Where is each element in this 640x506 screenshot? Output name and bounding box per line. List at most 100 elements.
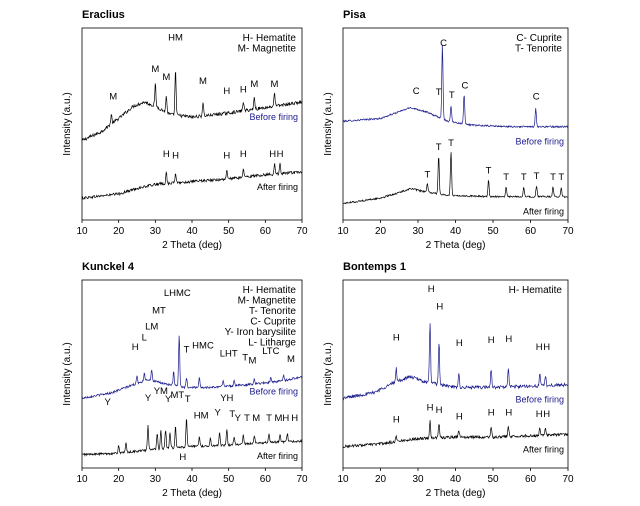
- peak-label: H: [179, 452, 186, 463]
- x-axis-label: 2 Theta (deg): [162, 488, 222, 499]
- peak-label: H: [428, 284, 435, 295]
- x-tick-label: 30: [412, 474, 424, 485]
- x-tick-label: 50: [223, 226, 235, 237]
- series-line-before-firing: [343, 323, 568, 399]
- y-axis-label: Intensity (a.u.): [62, 92, 73, 155]
- peak-label: T: [184, 345, 190, 356]
- peak-label: Y: [145, 393, 152, 404]
- x-tick-label: 40: [450, 474, 462, 485]
- peak-label: MT: [170, 390, 184, 401]
- series-label-after-firing: After firing: [523, 444, 564, 454]
- series-label-before-firing: Before firing: [249, 387, 298, 397]
- peak-label: Y: [235, 413, 242, 424]
- figure: Eraclius 10 20 30 40 50 60 70 2 Theta (deg) Inten…: [0, 0, 640, 506]
- peak-label: T: [534, 171, 540, 182]
- x-axis-label: 2 Theta (deg): [426, 488, 486, 499]
- x-tick-label: 70: [296, 226, 308, 237]
- plot-frame: [343, 280, 568, 468]
- legend-entry: H- Hematite: [243, 33, 297, 44]
- peak-label: H: [543, 342, 550, 353]
- peak-label: H: [456, 412, 463, 423]
- peak-label: H: [427, 402, 434, 413]
- peak-label: H: [536, 342, 543, 353]
- legend-entry: Y- Iron barysilite: [225, 327, 297, 338]
- panel-eraclius: Eraclius10 20 30 40 50 60 702 Theta (deg)Inten…: [62, 9, 308, 251]
- series-label-after-firing: After firing: [257, 451, 298, 461]
- peak-label: M: [151, 64, 159, 75]
- x-tick-label: 40: [450, 226, 462, 237]
- peak-label: H: [163, 149, 170, 160]
- series-line-before-firing: [82, 72, 302, 140]
- series-label-after-firing: After firing: [523, 207, 564, 217]
- peak-label: T: [185, 394, 191, 405]
- peak-label: T: [436, 142, 442, 153]
- x-tick-label: 20: [375, 474, 387, 485]
- peak-label: H: [172, 150, 179, 161]
- x-tick-label: 30: [150, 474, 162, 485]
- peak-label: HM: [168, 32, 183, 43]
- panel-bontemps-1: Bontemps 1 10 20 30 40 50 60 70 2 Theta (deg) Int…: [323, 261, 574, 499]
- peak-label: H: [291, 413, 298, 424]
- peak-label: C: [413, 86, 420, 97]
- x-tick-label: 50: [487, 226, 499, 237]
- peak-label: H: [505, 334, 512, 345]
- peak-label: H: [436, 302, 443, 313]
- series-label-before-firing: Before firing: [249, 112, 298, 122]
- peak-label: C: [533, 91, 540, 102]
- x-tick-label: 70: [562, 474, 574, 485]
- peak-label: T: [558, 172, 564, 183]
- x-tick-label: 20: [113, 474, 125, 485]
- x-tick-label: 10: [76, 226, 88, 237]
- peak-label: H: [543, 409, 550, 420]
- x-tick-label: 30: [412, 226, 424, 237]
- x-tick-label: 70: [296, 474, 308, 485]
- peak-label: C: [461, 80, 468, 91]
- peak-label: H: [505, 408, 512, 419]
- peak-label: M: [287, 354, 295, 365]
- x-tick-label: 30: [150, 226, 162, 237]
- panel-title: Kunckel 4: [82, 261, 135, 273]
- y-axis-label: Intensity (a.u.): [62, 342, 73, 405]
- series-line-after-firing: [82, 420, 302, 456]
- series-line-before-firing: [343, 45, 568, 128]
- peak-label: M: [252, 413, 260, 424]
- peak-label: H: [269, 149, 276, 160]
- legend-entry: H- Hematite: [509, 285, 563, 296]
- peak-label: Y: [214, 408, 221, 419]
- peak-label: LHT: [220, 349, 238, 360]
- legend-entry: M- Magnetite: [238, 44, 297, 55]
- panel-title: Pisa: [343, 9, 367, 21]
- x-tick-label: 40: [186, 474, 198, 485]
- peak-label: H: [456, 338, 463, 349]
- peak-label: M: [199, 76, 207, 87]
- series-label-after-firing: After firing: [257, 182, 298, 192]
- legend-entry: C- Cuprite: [516, 33, 562, 44]
- x-tick-label: 60: [260, 474, 272, 485]
- peak-label: T: [503, 172, 509, 183]
- y-axis-label: Intensity (a.u.): [323, 92, 334, 155]
- x-tick-label: 60: [525, 226, 537, 237]
- x-tick-label: 50: [223, 474, 235, 485]
- peak-label: T: [244, 413, 250, 424]
- peak-label: T: [266, 413, 272, 424]
- peak-label: M: [249, 355, 257, 366]
- y-axis-label: Intensity (a.u.): [323, 342, 334, 405]
- legend-entry: C- Cuprite: [250, 317, 296, 328]
- x-tick-label: 50: [487, 474, 499, 485]
- x-tick-label: 40: [186, 226, 198, 237]
- peak-label: HMC: [192, 340, 214, 351]
- peak-label: MT: [152, 306, 166, 317]
- peak-label: H: [488, 335, 495, 346]
- peak-label: LTC: [262, 346, 279, 357]
- peak-label: M: [162, 72, 170, 83]
- peak-label: Y: [104, 397, 111, 408]
- peak-label: H: [536, 409, 543, 420]
- x-tick-label: 10: [76, 474, 88, 485]
- x-tick-label: 20: [113, 226, 125, 237]
- peak-label: T: [521, 172, 527, 183]
- peak-label: T: [448, 138, 454, 149]
- panel-title: Eraclius: [82, 9, 125, 21]
- x-tick-label: 10: [337, 474, 349, 485]
- x-tick-label: 70: [562, 226, 574, 237]
- peak-label: H: [132, 342, 139, 353]
